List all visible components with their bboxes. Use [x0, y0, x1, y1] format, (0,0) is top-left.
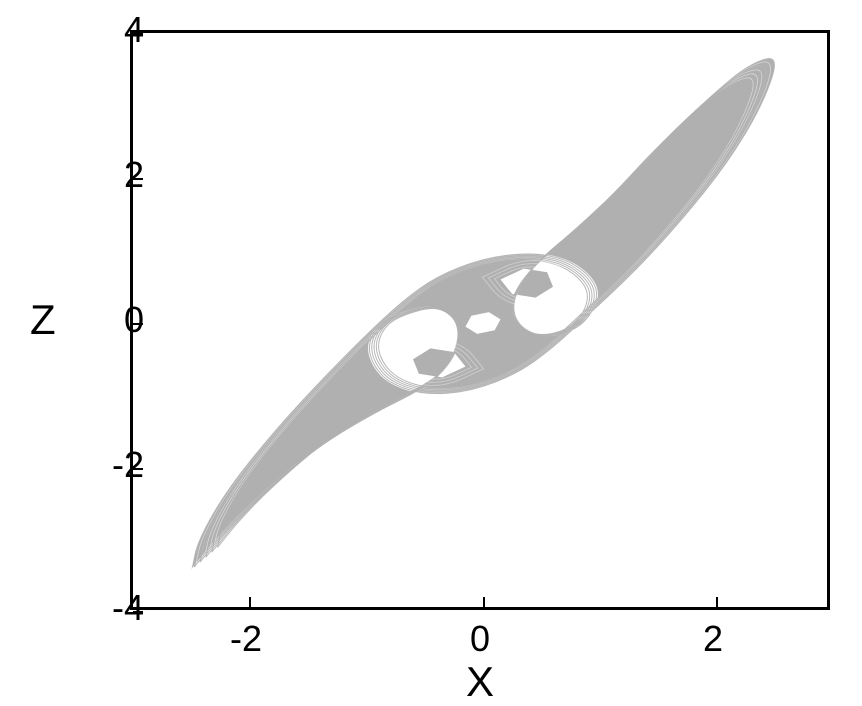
y-axis-label: Z — [30, 296, 56, 344]
xtick-label: -2 — [230, 618, 262, 660]
xtick-mark — [483, 597, 485, 607]
xtick-label: 0 — [470, 618, 490, 660]
ytick-label: 0 — [124, 299, 144, 341]
attractor-trajectory — [133, 33, 833, 613]
ytick-label: -2 — [112, 444, 144, 486]
ytick-label: -4 — [112, 587, 144, 629]
xtick-mark — [716, 597, 718, 607]
xtick-label: 2 — [703, 618, 723, 660]
plot-area — [130, 30, 830, 610]
x-axis-label: X — [466, 658, 494, 706]
ytick-label: 4 — [124, 9, 144, 51]
xtick-mark — [249, 597, 251, 607]
ytick-label: 2 — [124, 154, 144, 196]
phase-portrait-chart — [130, 30, 830, 610]
